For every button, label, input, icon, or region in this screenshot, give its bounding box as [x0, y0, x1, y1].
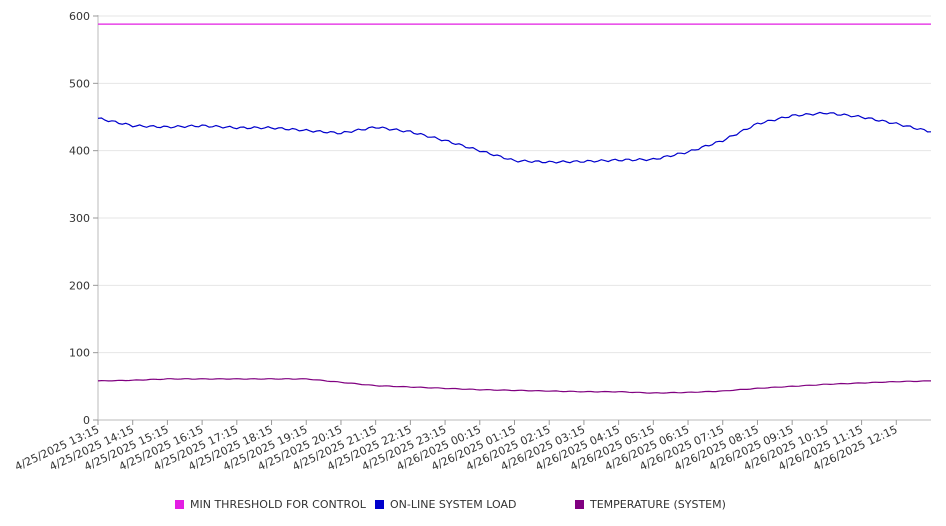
legend-item-temperature[interactable]: TEMPERATURE (SYSTEM) — [575, 498, 726, 511]
y-tick-label: 200 — [69, 279, 90, 292]
y-tick-label: 400 — [69, 145, 90, 158]
legend-label: TEMPERATURE (SYSTEM) — [590, 498, 726, 511]
series-line-temperature-system — [97, 378, 931, 394]
legend-label: MIN THRESHOLD FOR CONTROL — [190, 498, 366, 511]
y-tick-label: 600 — [69, 10, 90, 23]
legend-swatch-icon — [175, 500, 184, 509]
y-tick-label: 100 — [69, 347, 90, 360]
series-line-on-line-system-load — [97, 111, 932, 164]
y-tick-label: 0 — [83, 414, 90, 427]
gridlines — [98, 15, 931, 354]
y-tick-label: 300 — [69, 212, 90, 225]
x-axis-ticks: 4/25/2025 13:154/25/2025 14:154/25/2025 … — [13, 420, 900, 473]
legend: MIN THRESHOLD FOR CONTROL ON-LINE SYSTEM… — [0, 498, 946, 514]
legend-item-min-threshold[interactable]: MIN THRESHOLD FOR CONTROL — [175, 498, 366, 511]
legend-item-online-system-load[interactable]: ON-LINE SYSTEM LOAD — [375, 498, 516, 511]
y-axis-ticks: 0 100 200 300 400 500 600 — [69, 10, 98, 427]
y-tick-label: 500 — [69, 77, 90, 90]
legend-label: ON-LINE SYSTEM LOAD — [390, 498, 517, 511]
legend-swatch-icon — [375, 500, 384, 509]
legend-swatch-icon — [575, 500, 584, 509]
series-lines — [97, 23, 932, 394]
